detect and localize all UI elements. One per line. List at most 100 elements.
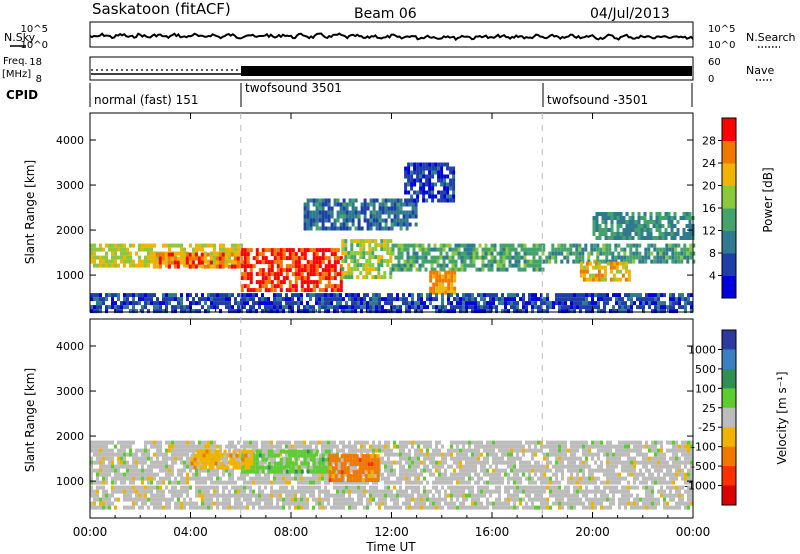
heatmap-cell: [684, 452, 687, 457]
heatmap-cell: [132, 476, 135, 481]
heatmap-cell: [627, 448, 630, 453]
heatmap-cell: [120, 448, 123, 453]
heatmap-cell: [315, 284, 319, 289]
heatmap-cell: [687, 472, 690, 477]
heatmap-cell: [174, 444, 177, 449]
heatmap-cell: [555, 440, 558, 445]
heatmap-cell: [276, 305, 279, 310]
heatmap-cell: [350, 243, 354, 248]
heatmap-cell: [222, 489, 225, 494]
heatmap-cell: [135, 452, 138, 457]
heatmap-cell: [117, 305, 120, 310]
heatmap-cell: [123, 489, 126, 494]
heatmap-cell: [369, 448, 372, 453]
heatmap-cell: [300, 464, 303, 469]
station-title: Saskatoon (fitACF): [92, 0, 231, 18]
heatmap-cell: [453, 274, 457, 279]
heatmap-cell: [303, 252, 307, 257]
heatmap-cell: [153, 505, 156, 510]
heatmap-cell: [432, 305, 435, 310]
heatmap-cell: [648, 476, 651, 481]
heatmap-cell: [492, 448, 495, 453]
heatmap-cell: [399, 468, 402, 473]
heatmap-cell: [611, 255, 615, 260]
heatmap-cell: [102, 444, 105, 449]
heatmap-cell: [411, 293, 414, 298]
heatmap-cell: [108, 468, 111, 473]
heatmap-cell: [616, 224, 620, 228]
heatmap-cell: [690, 464, 693, 469]
heatmap-cell: [255, 472, 258, 477]
heatmap-cell: [456, 460, 459, 465]
heatmap-cell: [507, 297, 510, 302]
heatmap-cell: [545, 259, 549, 264]
heatmap-cell: [246, 252, 250, 257]
heatmap-cell: [99, 444, 102, 449]
heatmap-cell: [198, 263, 201, 268]
heatmap-cell: [663, 293, 666, 298]
heatmap-cell: [270, 248, 274, 253]
heatmap-cell: [645, 293, 648, 298]
heatmap-cell: [294, 280, 298, 285]
heatmap-cell: [342, 501, 345, 506]
heatmap-cell: [540, 293, 543, 298]
heatmap-cell: [96, 456, 99, 461]
heatmap-cell: [102, 489, 105, 494]
heatmap-cell: [267, 456, 270, 461]
heatmap-cell: [377, 243, 381, 248]
heatmap-cell: [141, 448, 144, 453]
heatmap-cell: [321, 214, 325, 219]
heatmap-cell: [579, 261, 583, 266]
heatmap-cell: [623, 255, 627, 260]
heatmap-cell: [538, 255, 542, 260]
heatmap-cell: [378, 206, 382, 211]
heatmap-cell: [180, 309, 183, 314]
heatmap-cell: [393, 497, 396, 502]
heatmap-cell: [186, 480, 189, 485]
heatmap-cell: [408, 305, 411, 310]
heatmap-cell: [505, 251, 509, 256]
heatmap-cell: [240, 501, 243, 506]
heatmap-cell: [189, 444, 192, 449]
heatmap-cell: [634, 228, 638, 232]
heatmap-cell: [627, 297, 630, 302]
heatmap-cell: [234, 309, 237, 314]
heatmap-cell: [607, 228, 611, 232]
heatmap-cell: [592, 224, 596, 228]
heatmap-cell: [321, 226, 325, 231]
heatmap-cell: [285, 264, 289, 269]
heatmap-cell: [318, 485, 321, 490]
heatmap-cell: [406, 255, 410, 260]
heatmap-cell: [372, 214, 376, 219]
heatmap-cell: [288, 501, 291, 506]
heatmap-cell: [174, 489, 177, 494]
heatmap-cell: [424, 247, 428, 252]
heatmap-cell: [147, 476, 150, 481]
heatmap-cell: [400, 243, 404, 248]
heatmap-cell: [443, 198, 447, 203]
heatmap-cell: [384, 309, 387, 314]
colorbar-tick-label: 20: [702, 180, 716, 193]
heatmap-cell: [198, 444, 201, 449]
heatmap-cell: [99, 472, 102, 477]
heatmap-cell: [159, 464, 162, 469]
heatmap-cell: [120, 485, 123, 490]
heatmap-cell: [228, 501, 231, 506]
heatmap-cell: [117, 243, 120, 248]
heatmap-cell: [347, 251, 351, 256]
heatmap-cell: [339, 214, 343, 219]
heatmap-cell: [321, 252, 325, 257]
heatmap-cell: [640, 228, 644, 232]
heatmap-cell: [645, 456, 648, 461]
heatmap-cell: [240, 252, 244, 257]
heatmap-cell: [270, 268, 274, 273]
heatmap-cell: [306, 260, 310, 265]
heatmap-cell: [237, 309, 240, 314]
heatmap-cell: [471, 309, 474, 314]
heatmap-cell: [258, 480, 261, 485]
heatmap-cell: [159, 480, 162, 485]
heatmap-cell: [606, 297, 609, 302]
heatmap-cell: [621, 476, 624, 481]
heatmap-cell: [225, 293, 228, 298]
heatmap-cell: [453, 505, 456, 510]
